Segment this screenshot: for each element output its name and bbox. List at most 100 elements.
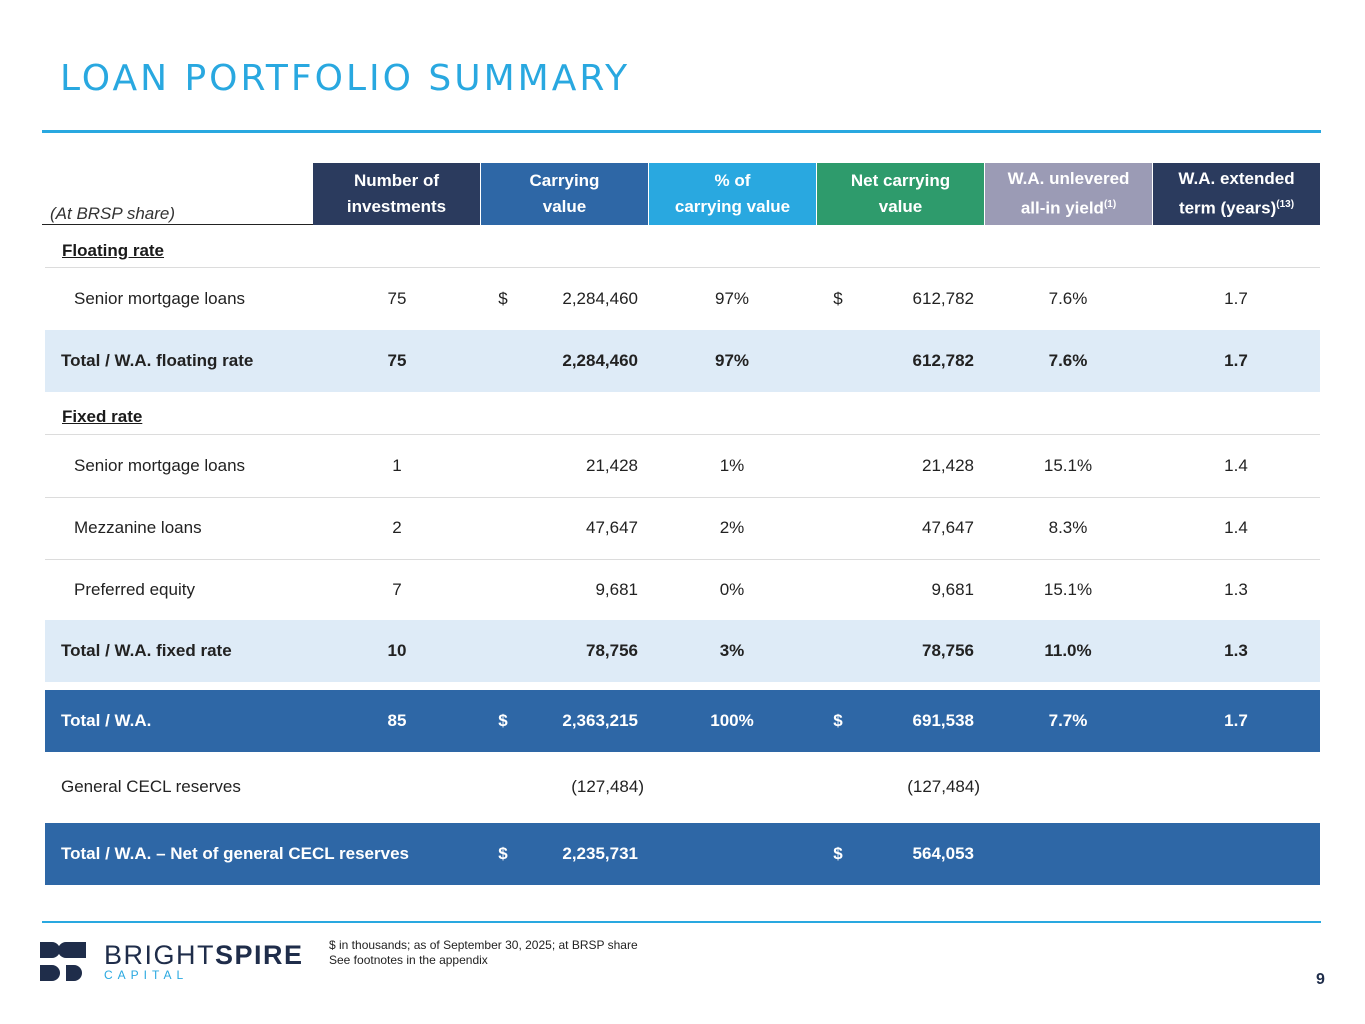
header-net-carrying-value: Net carrying value <box>817 163 984 225</box>
cell-term: 1.3 <box>1224 641 1248 660</box>
cell-carrying: 78,756 <box>586 641 638 660</box>
header-wa-unlevered-yield: W.A. unlevered all-in yield(1) <box>985 163 1152 225</box>
header-line2: value <box>542 197 587 216</box>
table-row: Senior mortgage loans 75 $ 2,284,460 97%… <box>45 268 1320 331</box>
header-line2: carrying value <box>674 197 791 216</box>
cell-term: 1.4 <box>1224 456 1248 475</box>
cell-term: 1.7 <box>1224 289 1248 308</box>
row-label: Total / W.A. <box>61 711 152 730</box>
logo-word-light: BRIGHT <box>104 940 216 970</box>
cell-net: 564,053 <box>912 844 974 863</box>
header-line2: term (years) <box>1178 198 1277 218</box>
cell-carrying: 47,647 <box>586 518 638 537</box>
row-label: Preferred equity <box>74 580 195 599</box>
page-title: LOAN PORTFOLIO SUMMARY <box>60 58 631 99</box>
cell-count: 75 <box>387 289 407 308</box>
cell-yield: 11.0% <box>1044 641 1092 660</box>
cell-yield: 15.1% <box>1043 456 1093 475</box>
cell-dollar: $ <box>498 844 508 863</box>
cell-term: 1.4 <box>1224 518 1248 537</box>
row-label: Total / W.A. fixed rate <box>61 641 232 660</box>
row-label: Senior mortgage loans <box>74 456 246 475</box>
page-number: 9 <box>1316 971 1325 988</box>
header-line1: W.A. extended <box>1178 169 1295 189</box>
cell-count: 7 <box>392 580 402 599</box>
logo-subtitle: CAPITAL <box>104 968 189 982</box>
cell-net: 691,538 <box>912 711 974 730</box>
cell-pct: 97% <box>714 289 750 308</box>
cell-dollar: $ <box>833 844 843 863</box>
cell-dollar: $ <box>833 289 843 308</box>
cell-yield: 15.1% <box>1043 580 1093 599</box>
header-line1: % of <box>714 171 751 190</box>
row-label: General CECL reserves <box>61 777 241 796</box>
logo-wordmark: BRIGHTSPIRE <box>104 940 304 971</box>
cell-carrying: 2,363,215 <box>562 711 638 730</box>
table-row: Senior mortgage loans 1 21,428 1% 21,428… <box>45 435 1320 498</box>
cell-net: 612,782 <box>912 351 974 370</box>
section-divider <box>45 267 1320 268</box>
cell-dollar: $ <box>833 711 843 730</box>
cell-yield: 7.6% <box>1048 289 1088 308</box>
cell-yield: 8.3% <box>1048 518 1088 537</box>
table-row: Mezzanine loans 2 47,647 2% 47,647 8.3% … <box>45 497 1320 560</box>
table-row-grand-total: Total / W.A. 85 $ 2,363,215 100% $ 691,5… <box>45 690 1320 752</box>
cell-net: 78,756 <box>922 641 974 660</box>
row-label: Total / W.A. – Net of general CECL reser… <box>61 844 409 863</box>
section-floating-rate: Floating rate <box>62 241 165 260</box>
row-label: Mezzanine loans <box>74 518 202 537</box>
footnote-ref: (13) <box>1276 199 1295 211</box>
brightspire-logo-icon <box>40 942 86 981</box>
cell-pct: 2% <box>719 518 745 537</box>
cell-net: 612,782 <box>912 289 974 308</box>
table-row: Preferred equity 7 9,681 0% 9,681 15.1% … <box>45 559 1320 621</box>
cell-net: 21,428 <box>922 456 974 475</box>
table-row-subtotal-fixed: Total / W.A. fixed rate 10 78,756 3% 78,… <box>45 620 1320 682</box>
footnote-line: See footnotes in the appendix <box>329 953 488 967</box>
footnote-line: $ in thousands; as of September 30, 2025… <box>329 938 638 952</box>
cell-net: (127,484) <box>907 777 980 796</box>
cell-count: 2 <box>392 518 402 537</box>
cell-pct: 97% <box>714 351 750 370</box>
table-row-subtotal-floating: Total / W.A. floating rate 75 2,284,460 … <box>45 330 1320 392</box>
cell-dollar: $ <box>498 289 508 308</box>
cell-net: 9,681 <box>931 580 974 599</box>
header-line2: value <box>878 197 923 216</box>
table-row-cecl: General CECL reserves (127,484) (127,484… <box>45 756 1320 818</box>
header-wa-extended-term: W.A. extended term (years)(13) <box>1153 163 1320 225</box>
header-number-of-investments: Number of investments <box>313 163 480 225</box>
cell-carrying: 2,284,460 <box>562 289 638 308</box>
header-line1: Carrying <box>529 171 600 190</box>
header-carrying-value: Carrying value <box>481 163 648 225</box>
cell-pct: 100% <box>710 711 754 730</box>
header-pct-carrying-value: % of carrying value <box>649 163 816 225</box>
header-line1: Number of <box>353 171 439 190</box>
cell-term: 1.7 <box>1224 711 1248 730</box>
cell-term: 1.3 <box>1224 580 1248 599</box>
cell-carrying: 21,428 <box>586 456 638 475</box>
row-label: Total / W.A. floating rate <box>61 351 254 370</box>
cell-carrying: 2,284,460 <box>562 351 638 370</box>
cell-dollar: $ <box>498 711 508 730</box>
header-line2: all-in yield <box>1020 198 1104 218</box>
cell-pct: 0% <box>719 580 745 599</box>
cell-pct: 1% <box>719 456 745 475</box>
section-divider <box>45 434 1320 435</box>
footer-rule <box>42 921 1321 923</box>
cell-pct: 3% <box>719 641 745 660</box>
cell-term: 1.7 <box>1224 351 1248 370</box>
cell-count: 1 <box>392 456 402 475</box>
header-line1: Net carrying <box>850 171 951 190</box>
cell-count: 75 <box>387 351 407 370</box>
row-label: Senior mortgage loans <box>74 289 246 308</box>
header-line1: W.A. unlevered <box>1007 169 1130 189</box>
footnote: $ in thousands; as of September 30, 2025… <box>329 938 638 968</box>
cell-count: 10 <box>387 641 407 660</box>
header-line2: investments <box>346 197 447 216</box>
share-label: (At BRSP share) <box>50 204 176 223</box>
share-label-underline <box>42 224 314 225</box>
footnote-ref: (1) <box>1103 199 1117 211</box>
table-row-net-total: Total / W.A. – Net of general CECL reser… <box>45 823 1320 885</box>
cell-yield: 7.7% <box>1048 711 1088 730</box>
title-rule <box>42 130 1321 133</box>
